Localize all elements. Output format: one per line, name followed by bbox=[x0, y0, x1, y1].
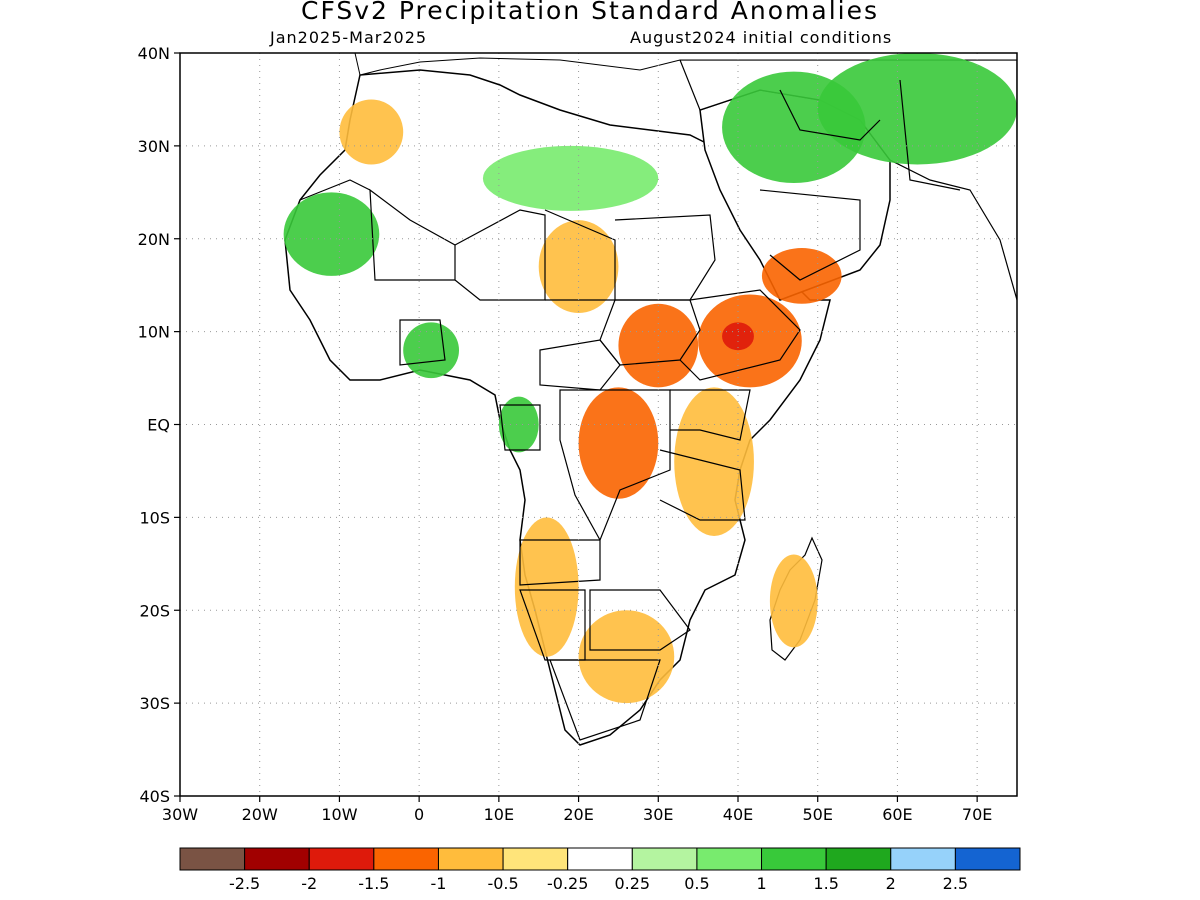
longitude-labels: 30W 20W 10W 0 10E 20E 30E 40E 50E 60E 70E bbox=[162, 796, 992, 824]
anomaly-region bbox=[403, 322, 459, 379]
lon-tick-label: 50E bbox=[802, 805, 832, 824]
colorbar-tick-label: -0.25 bbox=[547, 874, 588, 893]
anomaly-region bbox=[514, 517, 579, 657]
anomaly-region bbox=[283, 192, 380, 276]
colorbar-swatch bbox=[567, 847, 633, 871]
lat-tick-label: 10S bbox=[139, 508, 170, 527]
colorbar-swatch bbox=[437, 847, 504, 871]
europe-landmass bbox=[354, 53, 1017, 76]
colorbar-swatch bbox=[825, 847, 892, 871]
lon-tick-label: 20W bbox=[242, 805, 278, 824]
valid-period-label: Jan2025-Mar2025 bbox=[270, 28, 428, 47]
colorbar: -2.5 -2 -1.5 -1 -0.5 -0.25 0.25 0.5 1 1.5 2 2.5 bbox=[179, 847, 1021, 893]
colorbar-tick-label: 0.25 bbox=[614, 874, 650, 893]
lat-tick-label: EQ bbox=[147, 416, 170, 435]
colorbar-swatch bbox=[761, 847, 827, 871]
lon-tick-label: 10E bbox=[484, 805, 514, 824]
lat-tick-label: 40N bbox=[138, 44, 170, 63]
anomaly-region bbox=[761, 248, 842, 304]
lat-tick-label: 20S bbox=[139, 601, 170, 620]
lon-tick-label: 20E bbox=[563, 805, 593, 824]
anomaly-region bbox=[578, 610, 675, 704]
colorbar-swatch bbox=[308, 847, 375, 871]
colorbar-tick-label: -1.5 bbox=[358, 874, 389, 893]
country-borders bbox=[299, 79, 961, 741]
lon-tick-label: 30W bbox=[162, 805, 198, 824]
lat-tick-label: 10N bbox=[138, 323, 170, 342]
anomaly-region bbox=[482, 145, 659, 211]
anomaly-region bbox=[817, 53, 1017, 165]
colorbar-tick-label: 0.5 bbox=[684, 874, 709, 893]
colorbar-tick-label: 1.5 bbox=[813, 874, 838, 893]
colorbar-swatch bbox=[954, 847, 1021, 871]
colorbar-swatch bbox=[179, 847, 246, 871]
lat-tick-label: 30S bbox=[139, 694, 170, 713]
lon-tick-label: 70E bbox=[962, 805, 992, 824]
lat-tick-label: 30N bbox=[138, 137, 170, 156]
figure-title: CFSv2 Precipitation Standard Anomalies bbox=[300, 0, 879, 25]
colorbar-tick-label: -2 bbox=[301, 874, 317, 893]
colorbar-swatch bbox=[502, 847, 569, 871]
colorbar-tick-label: 2 bbox=[886, 874, 896, 893]
colorbar-tick-label: 1 bbox=[756, 874, 766, 893]
latitude-labels: 40N 30N 20N 10N EQ 10S 20S 30S 40S bbox=[138, 44, 180, 806]
anomaly-region bbox=[769, 554, 818, 648]
lon-tick-label: 40E bbox=[723, 805, 753, 824]
colorbar-swatch bbox=[373, 847, 439, 871]
lat-tick-label: 20N bbox=[138, 230, 170, 249]
colorbar-swatch bbox=[696, 847, 763, 871]
lon-tick-label: 30E bbox=[643, 805, 673, 824]
colorbar-tick-label: -1 bbox=[430, 874, 446, 893]
colorbar-tick-label: -0.5 bbox=[487, 874, 518, 893]
colorbar-tick-label: 2.5 bbox=[943, 874, 968, 893]
colorbar-swatch bbox=[244, 847, 310, 871]
anomaly-region bbox=[674, 387, 754, 536]
colorbar-tick-label: -2.5 bbox=[229, 874, 260, 893]
lon-tick-label: 10W bbox=[321, 805, 357, 824]
lon-tick-label: 0 bbox=[414, 805, 424, 824]
initial-conditions-label: August2024 initial conditions bbox=[630, 28, 893, 47]
anomaly-region bbox=[578, 387, 659, 499]
lat-tick-label: 40S bbox=[139, 787, 170, 806]
anomaly-shading bbox=[283, 53, 1017, 746]
anomaly-region bbox=[498, 396, 539, 453]
anomaly-region bbox=[618, 303, 699, 388]
anomaly-region bbox=[339, 99, 404, 165]
anomaly-blobs bbox=[283, 53, 1017, 704]
anomaly-region bbox=[722, 322, 754, 351]
colorbar-swatch bbox=[890, 847, 956, 871]
lon-tick-label: 60E bbox=[882, 805, 912, 824]
anomaly-region bbox=[538, 220, 619, 314]
colorbar-swatch bbox=[631, 847, 698, 871]
